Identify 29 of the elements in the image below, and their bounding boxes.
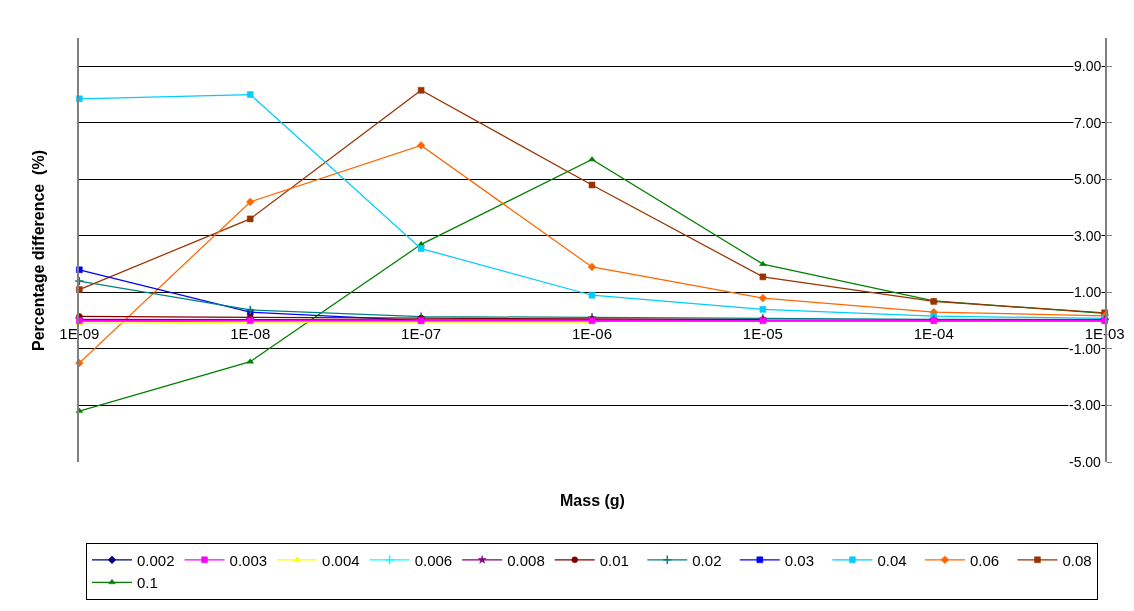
- x-tick-label: 1E-03: [1084, 325, 1125, 343]
- legend-label: 0.01: [599, 551, 629, 569]
- legend-label: 0.008: [507, 551, 545, 569]
- x-tick-label: 1E-05: [742, 325, 783, 343]
- legend-label: 0.1: [137, 574, 158, 592]
- x-tick-label: 1E-09: [59, 325, 100, 343]
- legend-label: 0.04: [877, 551, 907, 569]
- x-tick-label: 1E-07: [401, 325, 442, 343]
- legend-label: 0.002: [137, 551, 175, 569]
- legend-label: 0.03: [784, 551, 815, 569]
- x-tick-label: 1E-08: [230, 325, 271, 343]
- x-tick-label: 1E-04: [913, 325, 954, 343]
- y-tick-label: 5.00: [1074, 171, 1102, 187]
- y-tick-label: -3.00: [1069, 397, 1102, 413]
- legend-label: 0.02: [692, 551, 722, 569]
- y-axis-title: Percentage difference (%): [29, 150, 47, 351]
- y-tick-label: -1.00: [1069, 341, 1102, 357]
- y-tick-label: 9.00: [1074, 58, 1102, 74]
- legend-label: 0.06: [969, 551, 1000, 569]
- y-tick-label: -5.00: [1069, 454, 1102, 470]
- x-axis-title: Mass (g): [560, 492, 625, 509]
- x-tick-label: 1E-06: [571, 325, 613, 343]
- y-tick-label: 7.00: [1074, 115, 1102, 131]
- y-tick-label: 3.00: [1074, 228, 1102, 244]
- legend-label: 0.003: [229, 551, 268, 569]
- y-tick-label: 1.00: [1074, 284, 1102, 300]
- legend-label: 0.08: [1062, 551, 1092, 569]
- legend-label: 0.006: [414, 551, 453, 569]
- legend-label: 0.004: [322, 551, 360, 569]
